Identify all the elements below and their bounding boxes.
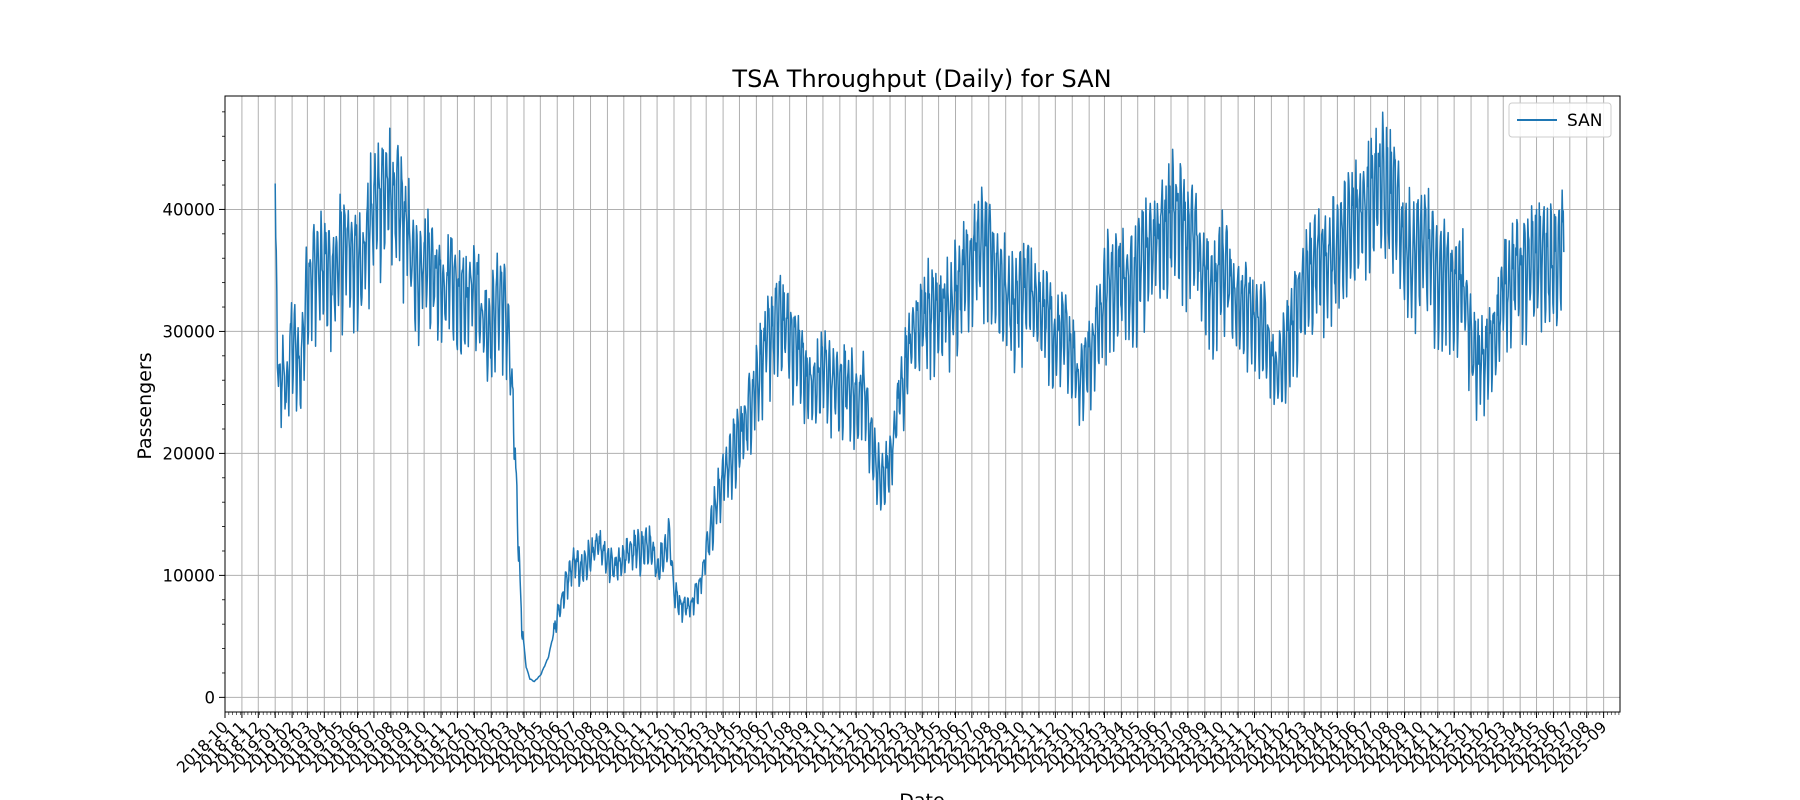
y-tick-label: 10000 [163,566,216,585]
legend-box [1508,102,1612,138]
legend: SAN [1508,102,1612,138]
y-axis-ticks: 0 10000 20000 30000 40000 [163,111,225,707]
y-axis-label: Passengers [134,352,156,459]
x-axis-label: Date [899,790,944,800]
line-layer [274,111,1565,683]
y-tick-label: 20000 [163,444,216,463]
y-tick-label: 40000 [163,200,216,219]
y-tick-label: 30000 [163,322,216,341]
chart-title: TSA Throughput (Daily) for SAN [731,65,1111,93]
x-axis-ticks: 2018-102018-112018-122019-012019-022019-… [173,712,1620,777]
y-tick-label: 0 [205,688,216,707]
series-line-san [274,111,1565,683]
legend-label-san: SAN [1567,111,1602,131]
